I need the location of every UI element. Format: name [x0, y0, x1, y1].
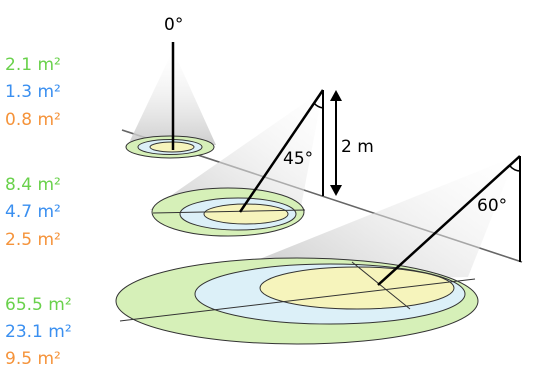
arm-45 — [238, 89, 325, 213]
angle-arc-45 — [313, 102, 324, 109]
area-45-green: 8.4 m² — [5, 175, 61, 195]
arm-60 — [377, 155, 521, 286]
area-60-blue: 23.1 m² — [5, 322, 72, 342]
area-45-blue: 4.7 m² — [5, 202, 61, 222]
angle-label-60: 60° — [477, 196, 507, 216]
footprint-0 — [125, 135, 215, 159]
area-60-orange: 9.5 m² — [5, 349, 61, 369]
angle-arc-60 — [509, 165, 521, 172]
beam-cone-60 — [200, 156, 516, 283]
angle-label-45: 45° — [283, 149, 313, 169]
area-0-green: 2.1 m² — [5, 55, 61, 75]
area-60-green: 65.5 m² — [5, 295, 72, 315]
area-0-orange: 0.8 m² — [5, 110, 61, 130]
height-arrow — [330, 90, 342, 196]
area-0-blue: 1.3 m² — [5, 82, 61, 102]
angle-label-0: 0° — [164, 15, 183, 35]
footprint-45 — [151, 187, 306, 237]
beam-cone-45 — [150, 90, 323, 212]
footprint-60 — [115, 257, 479, 345]
area-45-orange: 2.5 m² — [5, 230, 61, 250]
height-label: 2 m — [341, 137, 374, 157]
